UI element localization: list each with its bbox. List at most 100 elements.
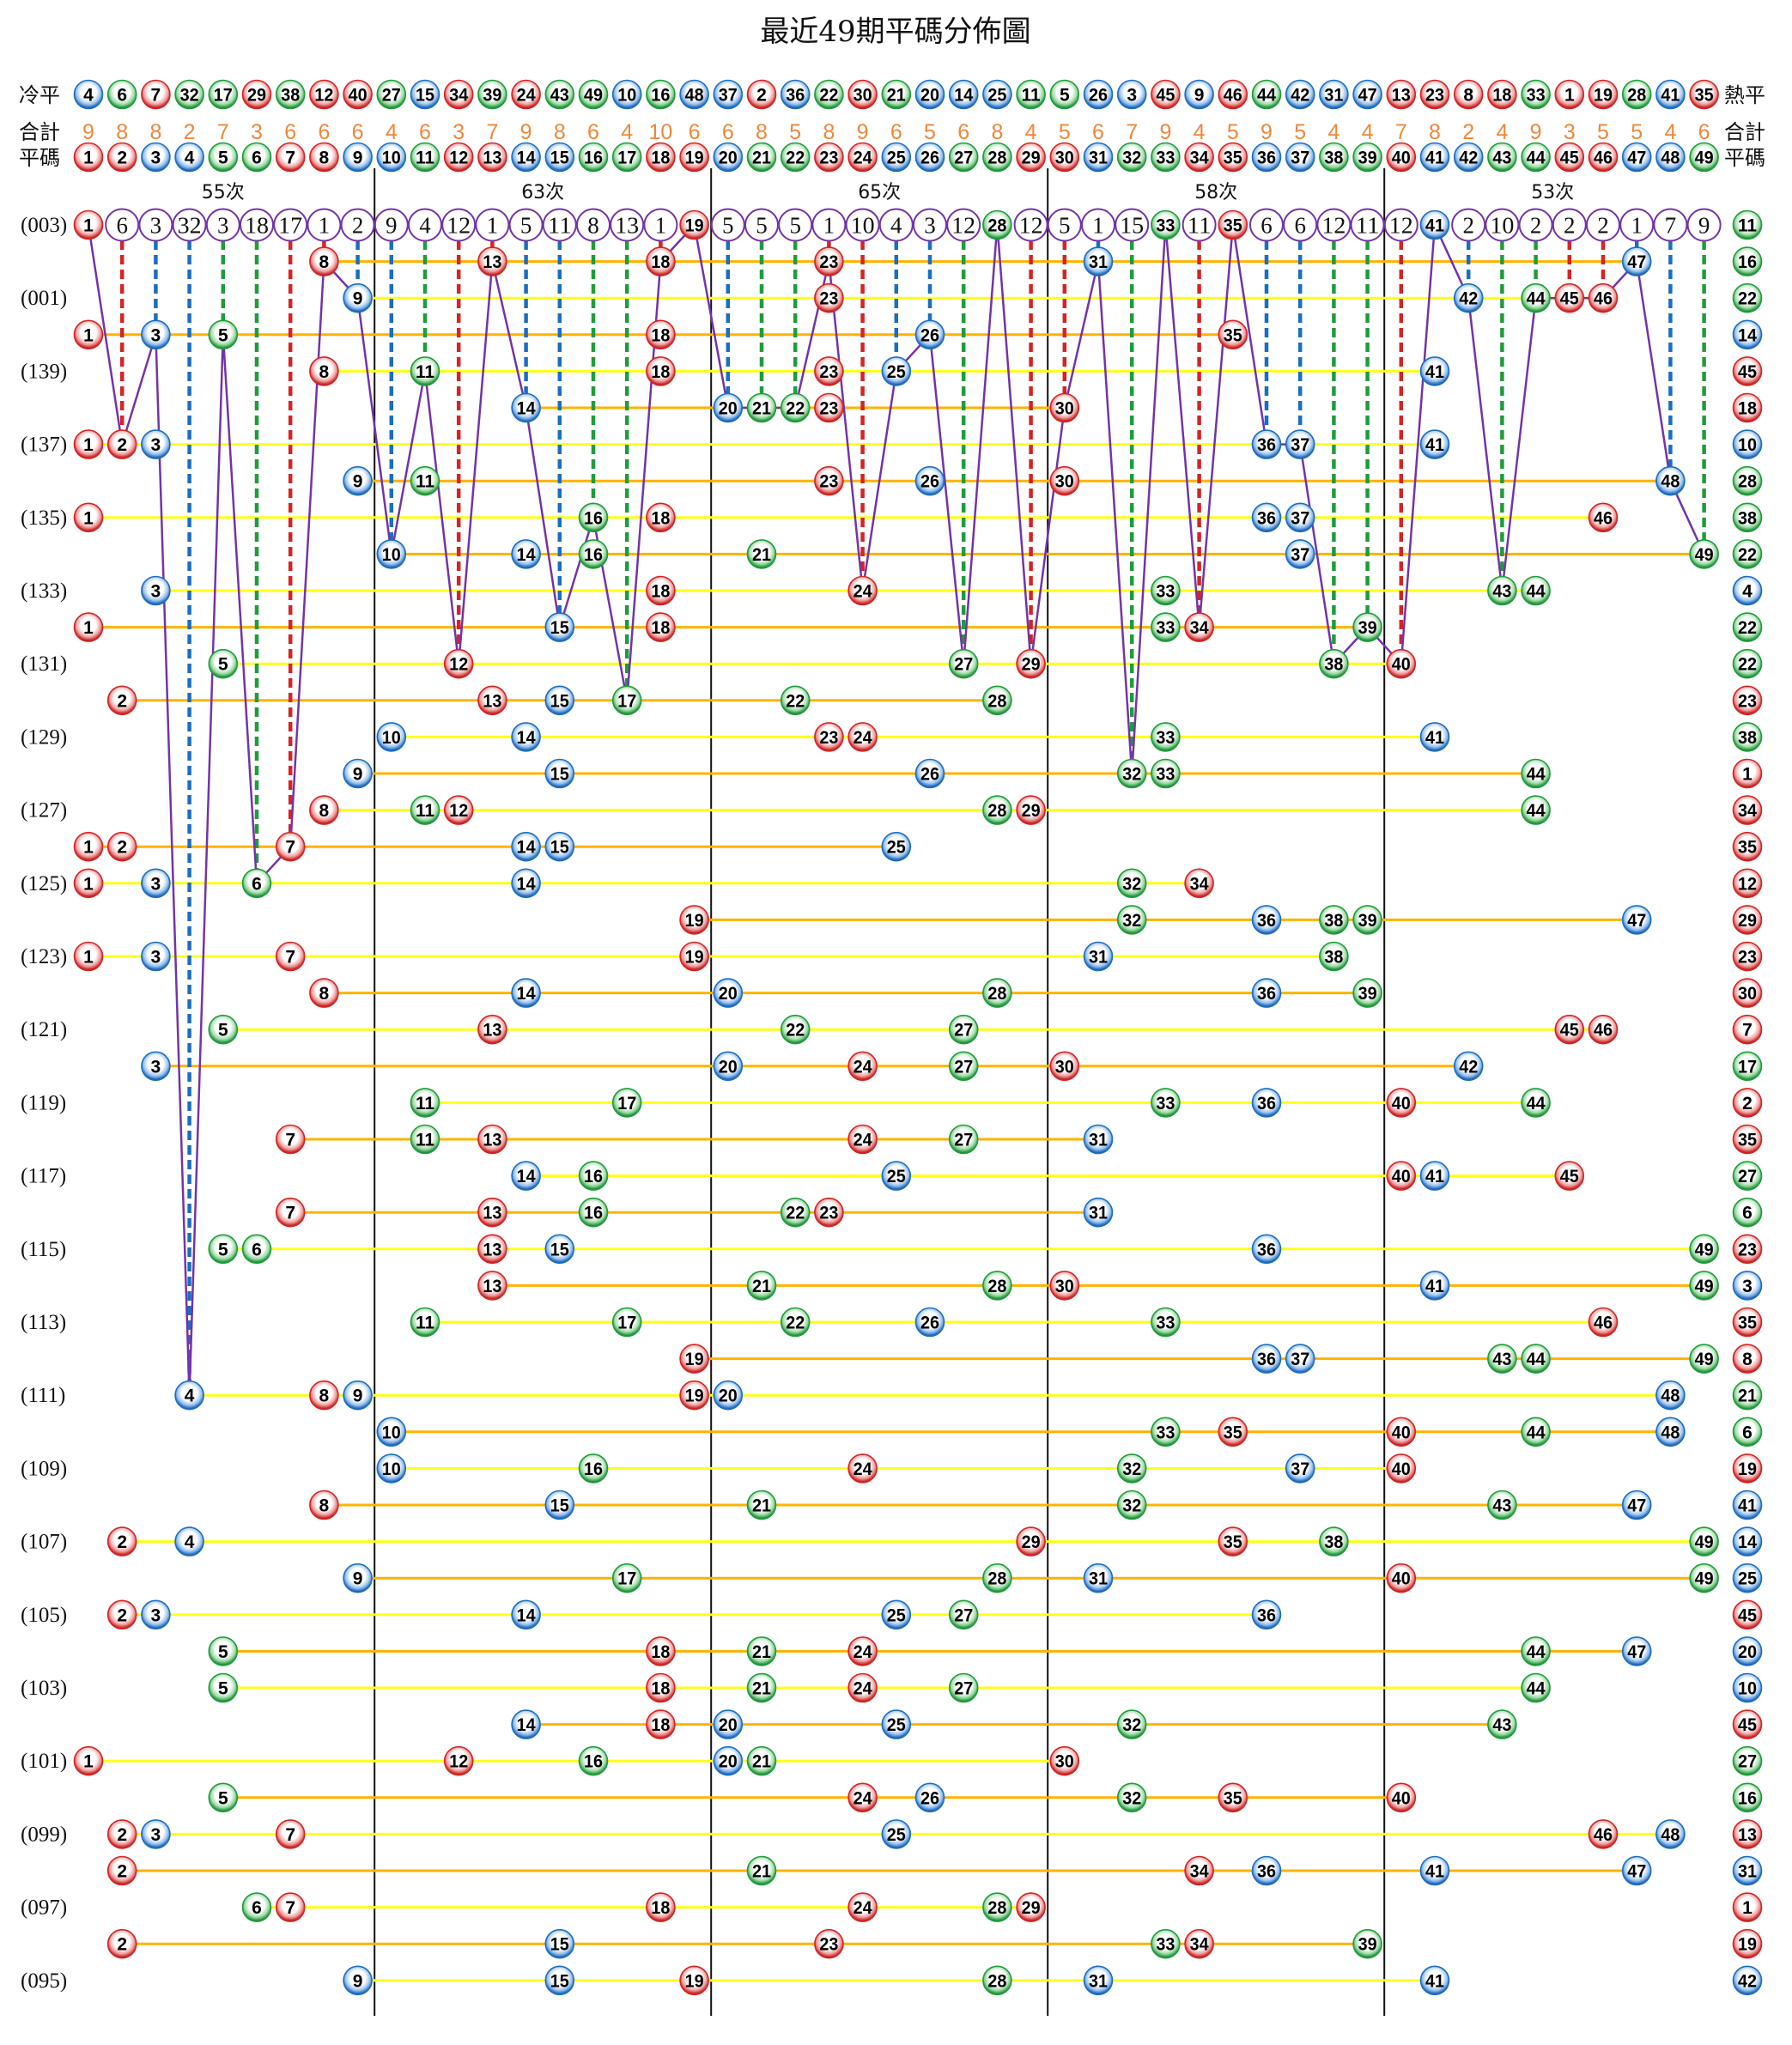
ball-shape — [814, 79, 844, 110]
ball-number: 6 — [252, 1240, 262, 1259]
ball-number: 20 — [719, 1387, 738, 1406]
drawn-ball: 24 — [847, 1124, 878, 1155]
drawn-ball: 27 — [948, 1014, 979, 1045]
ball-shape — [511, 539, 541, 569]
drawn-ball: 37 — [1285, 502, 1315, 533]
ball-number: 5 — [218, 1021, 228, 1041]
number-header-ball: 39 — [1352, 142, 1382, 173]
ball-number: 24 — [853, 1459, 872, 1479]
drawn-ball: 12 — [443, 648, 474, 679]
period-label: (003) — [21, 214, 67, 237]
ball-number: 35 — [1738, 1314, 1757, 1333]
ball-shape — [1732, 1088, 1763, 1118]
ball-number: 45 — [1560, 289, 1579, 309]
period-label: (139) — [21, 360, 67, 383]
ball-number: 41 — [1425, 1277, 1444, 1296]
ball-shape — [376, 142, 407, 173]
ball-number: 13 — [483, 691, 501, 711]
drawn-ball: 18 — [646, 502, 676, 533]
ball-shape — [544, 685, 575, 716]
ball-number: 35 — [1224, 216, 1242, 236]
ball-number: 19 — [1594, 86, 1613, 106]
cold-hot-ball: 29 — [241, 79, 272, 110]
total-count: 4 — [621, 120, 633, 144]
special-ball: 14 — [1732, 319, 1763, 350]
total-count: 5 — [1294, 120, 1306, 144]
ball-number: 13 — [1392, 86, 1411, 106]
ball-number: 33 — [1527, 86, 1546, 106]
ball-shape — [1453, 282, 1484, 313]
ball-shape — [1049, 79, 1080, 110]
ball-number: 23 — [819, 728, 838, 748]
ball-shape — [1049, 465, 1080, 496]
drawn-ball: 43 — [1487, 1344, 1517, 1374]
drawn-ball: 28 — [982, 209, 1012, 240]
drawn-ball: 28 — [982, 978, 1012, 1008]
drawn-ball: 18 — [646, 1709, 676, 1739]
ball-number: 35 — [1738, 1131, 1757, 1150]
total-count: 7 — [486, 120, 498, 144]
number-header-ball: 45 — [1554, 142, 1585, 173]
ball-shape — [1116, 1782, 1147, 1813]
omission-circle: 4 — [408, 208, 442, 242]
drawn-ball: 10 — [376, 722, 407, 752]
drawn-ball: 19 — [679, 1344, 709, 1374]
ball-shape — [1083, 941, 1114, 972]
ball-shape — [73, 429, 104, 459]
drawn-ball: 13 — [477, 1014, 507, 1045]
total-count: 5 — [1597, 120, 1609, 144]
ball-shape — [914, 79, 945, 110]
ball-number: 49 — [584, 86, 603, 106]
drawn-ball: 7 — [275, 1892, 306, 1922]
special-ball: 45 — [1732, 1599, 1763, 1630]
ball-shape — [1732, 831, 1763, 862]
ball-shape — [275, 142, 306, 173]
ball-shape — [646, 502, 676, 533]
ball-shape — [1732, 1051, 1763, 1082]
number-header-ball: 1 — [73, 142, 104, 173]
omission-ring — [138, 208, 173, 242]
ball-number: 44 — [1257, 86, 1276, 106]
special-ball: 7 — [1732, 1014, 1763, 1045]
drawn-ball: 47 — [1621, 1490, 1652, 1520]
drawn-ball: 5 — [208, 1234, 239, 1265]
ball-number: 10 — [382, 728, 401, 748]
ball-shape — [780, 685, 811, 716]
ball-shape — [713, 142, 744, 173]
drawn-ball: 32 — [1116, 868, 1147, 899]
ball-number: 36 — [1257, 1605, 1276, 1625]
drawn-ball: 42 — [1453, 282, 1484, 313]
ball-shape — [1151, 575, 1181, 606]
ball-shape — [208, 1782, 239, 1813]
ball-shape — [1083, 1965, 1114, 1996]
special-ball: 22 — [1732, 648, 1763, 679]
ball-number: 11 — [416, 1131, 434, 1150]
drawn-ball: 14 — [511, 722, 541, 752]
ball-number: 16 — [584, 508, 603, 528]
ball-shape — [343, 1965, 373, 1996]
ball-number: 13 — [1738, 1825, 1757, 1845]
ball-shape — [1083, 1563, 1114, 1593]
ball-shape — [208, 319, 239, 350]
drawn-ball: 18 — [646, 246, 676, 276]
drawn-ball: 15 — [544, 831, 575, 862]
ball-number: 3 — [151, 948, 161, 968]
omission-value: 12 — [1019, 213, 1043, 239]
ball-shape — [208, 1636, 239, 1666]
ball-number: 9 — [353, 289, 363, 309]
ball-number: 8 — [319, 1496, 330, 1516]
ball-number: 44 — [1527, 289, 1546, 309]
ball-number: 28 — [987, 691, 1006, 711]
drawn-ball: 22 — [780, 392, 811, 423]
ball-number: 14 — [517, 728, 536, 748]
drawn-ball: 7 — [275, 941, 306, 972]
ball-shape — [982, 1271, 1012, 1301]
ball-shape — [881, 1599, 912, 1630]
drawn-ball: 18 — [646, 319, 676, 350]
total-count: 8 — [991, 120, 1003, 144]
drawn-ball: 33 — [1151, 209, 1181, 240]
omission-circle: 10 — [1485, 208, 1520, 242]
ball-number: 5 — [218, 1679, 228, 1699]
ball-shape — [1689, 1563, 1719, 1593]
omission-ring — [340, 208, 375, 242]
